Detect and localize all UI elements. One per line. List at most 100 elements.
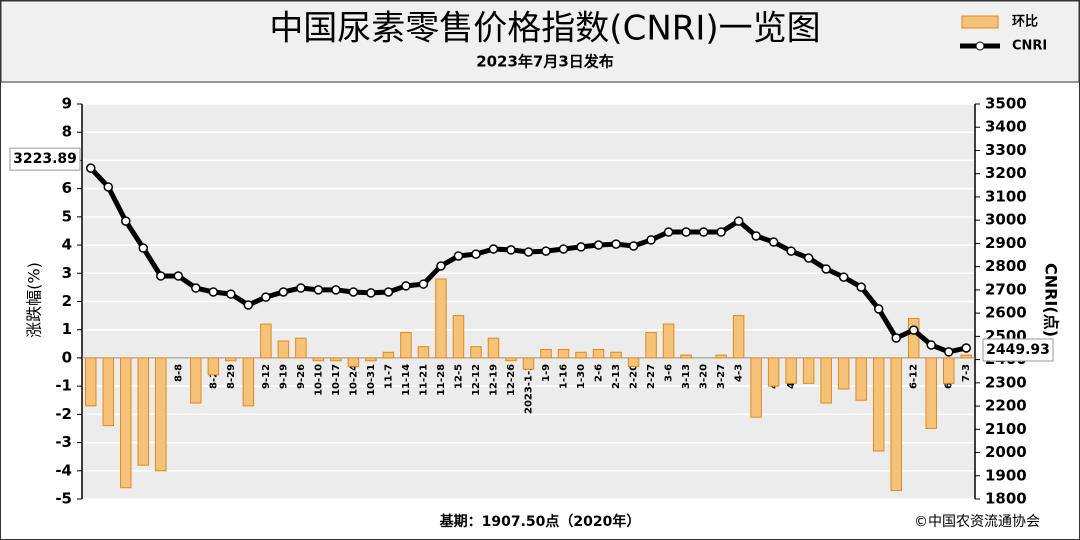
line-marker — [803, 253, 814, 263]
bar — [242, 357, 255, 407]
line-marker — [366, 288, 376, 298]
bar — [627, 357, 640, 367]
x-tick-label: 10-31 — [366, 364, 377, 396]
bar — [907, 317, 920, 359]
y2-tick-label: 3200 — [985, 164, 1027, 182]
x-tick-label: 6-12 — [909, 364, 920, 389]
bar — [557, 348, 570, 359]
y-tick-label: 2 — [62, 292, 72, 310]
line-marker — [278, 287, 289, 297]
x-tick-label: 3-6 — [664, 364, 675, 382]
bar — [960, 354, 972, 359]
chart-subtitle: 2023年7月3日发布 — [476, 53, 614, 71]
x-tick-label: 2023-1-2 — [524, 364, 535, 414]
bar — [662, 323, 675, 359]
y2-tick-label: 3300 — [985, 141, 1027, 159]
line-marker — [103, 182, 114, 192]
x-tick-label: 8-29 — [226, 364, 237, 389]
bar — [470, 346, 482, 359]
data-label-box — [9, 147, 81, 171]
y2-tick-label: 3000 — [985, 211, 1027, 229]
line-marker — [541, 246, 551, 256]
legend-label: CNRI — [1012, 39, 1047, 54]
y2-tick-label: 2000 — [985, 443, 1027, 461]
bar — [295, 337, 307, 359]
bar — [645, 332, 657, 359]
bar — [225, 357, 237, 362]
line-marker — [838, 272, 849, 282]
bar — [505, 357, 517, 362]
bar — [750, 357, 762, 418]
line-marker — [856, 282, 866, 292]
line-marker — [243, 300, 254, 310]
chart-title: 中国尿素零售价格指数(CNRI)一览图 — [269, 9, 820, 49]
line-marker — [156, 271, 166, 281]
line-marker — [663, 227, 674, 237]
y2-tick-label: 2900 — [985, 234, 1027, 252]
bar — [575, 351, 587, 359]
line-marker — [418, 279, 429, 289]
line-marker — [313, 285, 324, 295]
bar — [330, 357, 342, 362]
bar — [155, 357, 167, 472]
x-tick-label: 12-12 — [471, 364, 482, 396]
bar — [417, 346, 430, 359]
line-marker — [646, 235, 656, 245]
x-tick-label: 11-14 — [401, 364, 412, 396]
line-marker — [681, 227, 691, 237]
line-marker — [768, 237, 779, 247]
line-marker — [716, 227, 726, 237]
bar — [277, 340, 290, 359]
line-marker — [331, 285, 341, 295]
line-marker — [751, 231, 761, 241]
bar — [855, 357, 867, 401]
line-marker — [86, 163, 96, 173]
y-axis-label: 涨跌幅(%) — [25, 262, 44, 338]
line-marker — [611, 239, 621, 249]
y2-tick-label: 2200 — [985, 397, 1027, 415]
x-tick-label: 2-6 — [594, 364, 605, 382]
y-tick-label: -4 — [55, 461, 72, 479]
line-marker — [576, 242, 586, 252]
line-marker — [733, 216, 744, 226]
line-marker — [138, 243, 149, 253]
y-tick-label: 6 — [62, 179, 72, 197]
bar — [610, 351, 622, 359]
bar — [522, 357, 535, 370]
line-marker — [453, 251, 464, 261]
bar — [190, 357, 202, 404]
line-marker — [908, 325, 919, 335]
y2-tick-label: 2300 — [985, 373, 1027, 391]
x-tick-label: 10-24 — [348, 364, 359, 396]
bar — [820, 357, 832, 404]
y-tick-label: -3 — [55, 433, 72, 451]
x-tick-label: 2-20 — [629, 364, 640, 389]
bar — [592, 348, 605, 359]
line-marker — [523, 247, 534, 257]
line-marker — [943, 347, 954, 357]
y2-tick-label: 1800 — [985, 490, 1027, 508]
x-tick-label: 2-13 — [611, 364, 622, 389]
data-label-box — [982, 338, 1054, 362]
bar — [120, 357, 132, 489]
x-tick-label: 2-27 — [646, 364, 657, 389]
copyright: ©中国农资流通协会 — [914, 514, 1040, 530]
bar — [872, 357, 885, 452]
bar — [890, 357, 902, 492]
line-marker — [191, 283, 201, 293]
x-tick-label: 8-22 — [208, 364, 219, 389]
line-marker — [926, 340, 936, 350]
x-tick-label: 12-26 — [506, 364, 517, 396]
bar — [802, 357, 815, 384]
y-tick-label: -1 — [55, 377, 72, 395]
y-tick-label: 8 — [62, 123, 72, 141]
bar — [435, 278, 447, 359]
line-marker — [698, 227, 709, 237]
x-tick-label: 7-3 — [961, 364, 972, 382]
line-marker — [226, 289, 236, 299]
y-tick-label: 5 — [62, 207, 72, 225]
y-tick-label: 0 — [62, 348, 72, 366]
y2-tick-label: 2600 — [985, 304, 1027, 322]
bar — [137, 357, 150, 466]
